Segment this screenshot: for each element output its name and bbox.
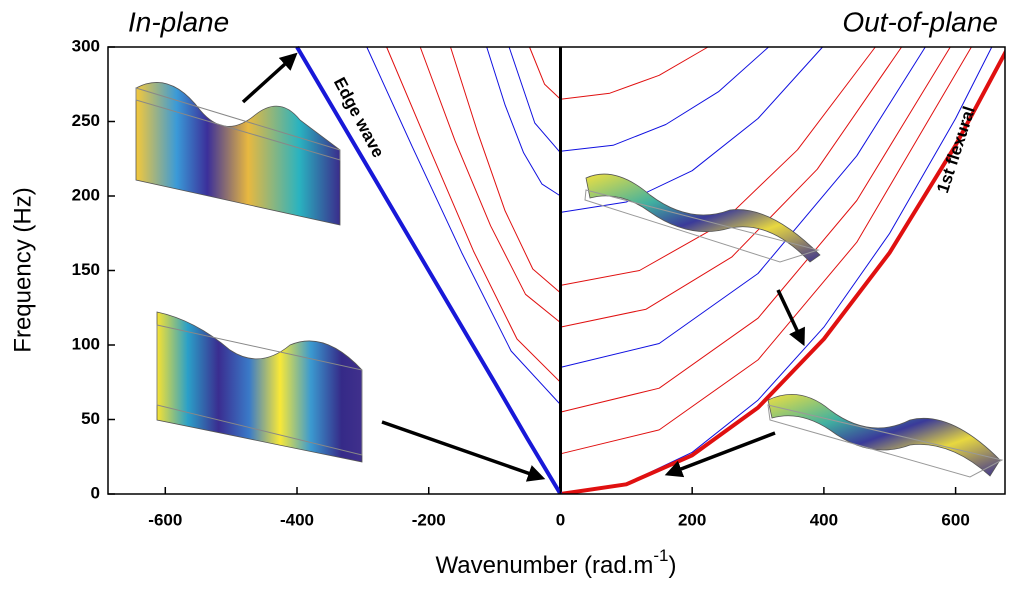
dispersion-curve xyxy=(560,46,769,152)
dispersion-curve xyxy=(560,46,926,368)
x-tick-label: -200 xyxy=(412,510,446,529)
x-axis-label-text: Wavenumber (rad.m xyxy=(436,552,654,579)
dispersion-curve xyxy=(295,45,563,494)
y-tick-label: 200 xyxy=(72,185,100,204)
y-tick-label: 300 xyxy=(72,36,100,55)
dispersion-curve xyxy=(560,48,1005,494)
dispersion-curve xyxy=(366,46,561,405)
dispersion-curve xyxy=(560,46,951,413)
y-tick-label: 150 xyxy=(72,260,100,279)
panel-title: Out-of-plane xyxy=(842,6,998,37)
x-tick-label: 200 xyxy=(678,510,706,529)
dispersion-curve xyxy=(560,46,876,286)
dispersion-curve xyxy=(529,46,561,100)
arrows xyxy=(241,52,805,482)
y-tick-label: 0 xyxy=(91,483,100,502)
dispersion-curve xyxy=(560,46,903,328)
inset-edge-mode xyxy=(135,82,341,226)
inset-flexural-mode-2 xyxy=(767,394,1004,478)
dispersion-curve xyxy=(450,46,561,294)
y-tick-label: 100 xyxy=(72,334,100,353)
x-tick-label: -600 xyxy=(148,510,182,529)
dispersion-curve xyxy=(508,46,561,154)
y-axis-label: Frequency (Hz) xyxy=(9,187,36,352)
dispersion-curve xyxy=(560,46,972,455)
dispersion-curve xyxy=(560,46,823,213)
y-tick-label: 50 xyxy=(81,409,100,428)
x-axis-label-end: ) xyxy=(668,552,676,579)
x-tick-label: -400 xyxy=(280,510,314,529)
inset-flexural-mode-1 xyxy=(584,173,821,263)
plot-area xyxy=(295,45,1005,494)
x-axis-label-sup: -1 xyxy=(653,546,668,565)
dispersion-curve xyxy=(386,46,561,383)
x-tick-label: 400 xyxy=(810,510,838,529)
dispersion-curve xyxy=(486,46,561,197)
dispersion-curve xyxy=(419,46,561,323)
x-tick-label: 600 xyxy=(941,510,969,529)
flexural-label: 1st flexural xyxy=(933,104,979,195)
x-tick-label: 0 xyxy=(556,510,565,529)
inset-inplane-mode xyxy=(156,311,363,463)
y-tick-label: 250 xyxy=(72,111,100,130)
dispersion-curve xyxy=(560,46,709,100)
panel-title: In-plane xyxy=(128,6,229,37)
x-axis-label: Wavenumber (rad.m-1) xyxy=(436,546,677,579)
